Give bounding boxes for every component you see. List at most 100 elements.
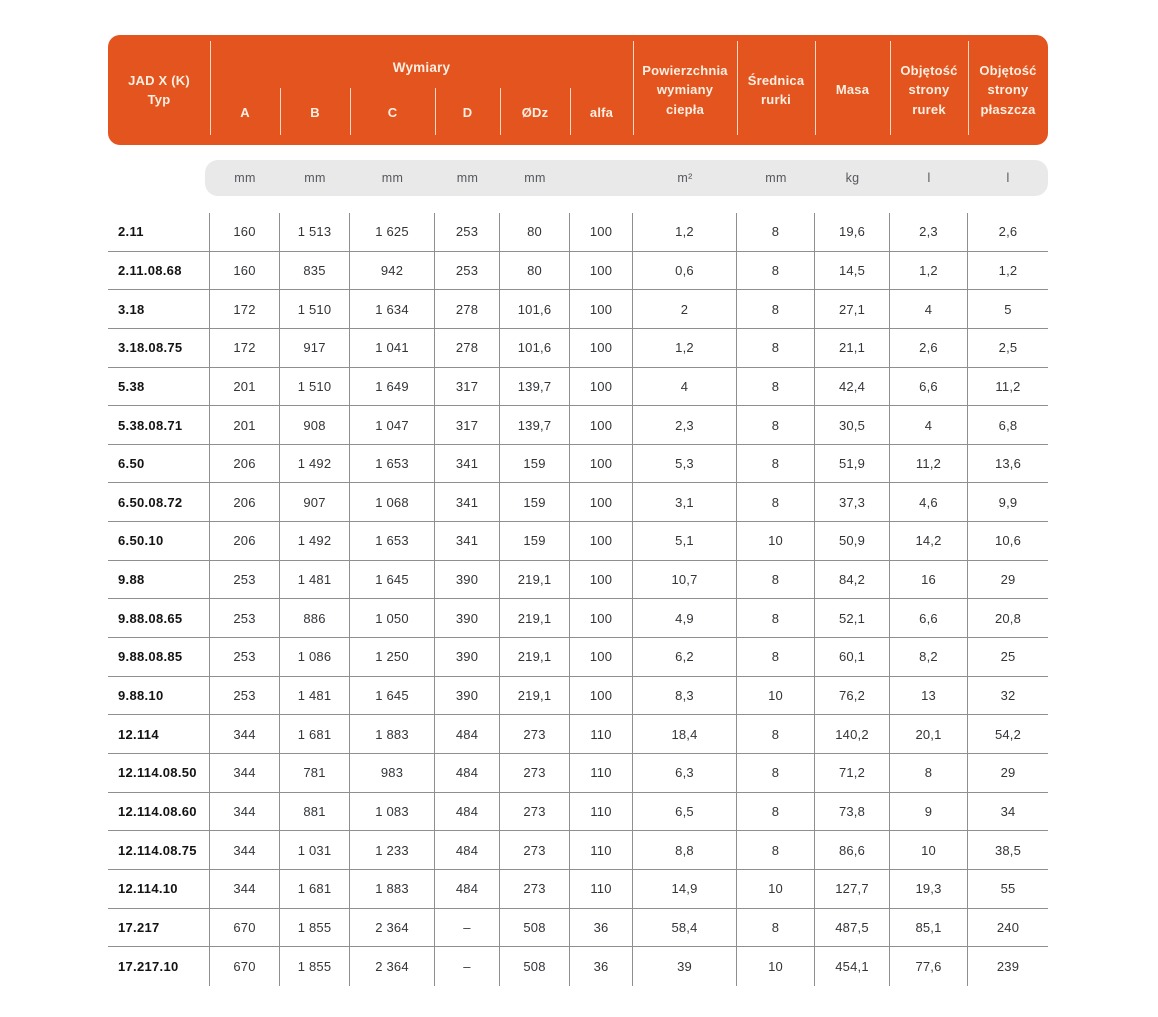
value-cell: 13,6 — [994, 456, 1022, 472]
value-cell: 1 634 — [350, 290, 435, 328]
row-type-label: 3.18 — [108, 290, 210, 328]
table-row: 6.50 206 1 492 1 653 341 159 100 5,3 8 51,9 11,2 13… — [108, 444, 1048, 484]
value-cell: 239 — [996, 958, 1020, 974]
value-cell: 10 — [890, 831, 968, 869]
value-cell: 1 510 — [280, 290, 350, 328]
value-cell: 1 041 — [350, 328, 435, 367]
value-cell: – — [435, 908, 500, 947]
value-cell: 10,6 — [994, 533, 1022, 549]
value-cell: 1 645 — [350, 676, 435, 715]
row-type-label: 12.114.08.75 — [108, 831, 210, 869]
unit-label: mm — [524, 171, 546, 185]
value-cell: 76,2 — [815, 676, 890, 715]
value-cell: 2,6 — [890, 328, 968, 367]
value-cell: 5,1 — [633, 522, 737, 560]
value-cell: 484 — [435, 792, 500, 831]
header-col-masa: Masa — [835, 82, 870, 98]
value-cell: 3,1 — [633, 483, 737, 522]
header-col-srednica: Średnica rurki — [747, 72, 805, 108]
header-divider — [350, 88, 351, 135]
value-cell: 886 — [280, 599, 350, 638]
row-type-label: 17.217 — [108, 908, 210, 947]
header-col-powierzchnia: Powierzchnia wymiany ciepła — [642, 62, 728, 117]
value-cell: 32 — [1000, 688, 1016, 703]
value-cell: 160 — [210, 251, 280, 290]
value-cell: 86,6 — [815, 831, 890, 869]
value-cell: 19,3 — [890, 869, 968, 908]
table-row: 12.114 344 1 681 1 883 484 273 110 18,4 8 140,2 20… — [108, 715, 1048, 754]
header-col-odz: ØDz — [521, 105, 549, 121]
value-cell: 390 — [435, 638, 500, 676]
unit-label: mm — [304, 171, 326, 185]
value-cell: 80 — [500, 213, 570, 251]
value-cell: 219,1 — [500, 638, 570, 676]
value-cell: 50,9 — [815, 522, 890, 560]
value-cell: 273 — [500, 792, 570, 831]
value-cell: 278 — [435, 328, 500, 367]
header-divider — [280, 88, 281, 135]
value-cell: 159 — [500, 483, 570, 522]
value-cell: 14,2 — [890, 522, 968, 560]
value-cell: 0,6 — [633, 251, 737, 290]
value-cell: 1 625 — [350, 213, 435, 251]
value-cell: 8,3 — [633, 676, 737, 715]
table-row: 2.11.08.68 160 835 942 253 80 100 0,6 8 14,5 1,2 1,… — [108, 251, 1048, 291]
value-cell: 100 — [570, 638, 633, 676]
table-row: 5.38.08.71 201 908 1 047 317 139,7 100 2,3 8 30,5… — [108, 406, 1048, 445]
unit-label: mm — [381, 171, 404, 185]
value-cell: 1 047 — [350, 406, 435, 444]
table-row: 9.88.10 253 1 481 1 645 390 219,1 100 8,3 10 76,2… — [108, 676, 1048, 716]
value-cell: 454,1 — [815, 947, 890, 986]
value-cell: 341 — [435, 444, 500, 483]
value-cell: 30,5 — [815, 406, 890, 444]
value-cell: 77,6 — [890, 947, 968, 986]
value-cell: 1 681 — [280, 715, 350, 753]
row-type-label: 12.114.10 — [108, 869, 210, 908]
header-divider — [210, 41, 211, 135]
value-cell: 73,8 — [815, 792, 890, 831]
value-cell: 508 — [500, 947, 570, 986]
value-cell: 6,6 — [890, 599, 968, 638]
row-type-label: 12.114.08.60 — [108, 792, 210, 831]
value-cell: 110 — [570, 715, 633, 753]
value-cell: 5,3 — [633, 444, 737, 483]
table-row: 17.217 670 1 855 2 364–508 36 58,4 8 487,5 85,1 2… — [108, 908, 1048, 948]
table-row: 2.11 160 1 513 1 625 253 80 100 1,2 8 19,6 2,3 2,6 — [108, 213, 1048, 252]
value-cell: 8 — [737, 792, 815, 831]
value-cell: 253 — [435, 251, 500, 290]
table-header: JAD X (K) Typ Wymiary A B C D ØDz alfa P… — [108, 35, 1048, 145]
value-cell: 38,5 — [994, 842, 1022, 858]
value-cell: 908 — [280, 406, 350, 444]
unit-label: m² — [677, 171, 693, 185]
value-cell: 2,6 — [998, 224, 1018, 240]
value-cell: 8 — [737, 367, 815, 406]
table-body: 2.11 160 1 513 1 625 253 80 100 1,2 8 19,6 2,3 2,6 2… — [108, 213, 1048, 986]
value-cell: 100 — [570, 560, 633, 599]
value-cell: 110 — [570, 831, 633, 869]
value-cell: 390 — [435, 676, 500, 715]
value-cell: 1 050 — [350, 599, 435, 638]
value-cell: 100 — [570, 213, 633, 251]
unit-label: l — [927, 171, 931, 185]
value-cell: 341 — [435, 522, 500, 560]
value-cell: 484 — [435, 715, 500, 753]
value-cell: 110 — [570, 792, 633, 831]
value-cell: 240 — [996, 919, 1020, 935]
value-cell: 1 883 — [350, 869, 435, 908]
value-cell: 6,6 — [890, 367, 968, 406]
table-row: 9.88.08.85 253 1 086 1 250 390 219,1 100 6,2 8 60… — [108, 638, 1048, 677]
header-col-b: B — [310, 105, 320, 121]
value-cell: 1 492 — [280, 444, 350, 483]
value-cell: 2,5 — [998, 340, 1018, 356]
value-cell: 58,4 — [633, 908, 737, 947]
value-cell: 1 233 — [350, 831, 435, 869]
value-cell: 8 — [737, 753, 815, 792]
row-type-label: 9.88 — [108, 560, 210, 599]
value-cell: 9 — [890, 792, 968, 831]
value-cell: 1 513 — [280, 213, 350, 251]
value-cell: 20,1 — [890, 715, 968, 753]
value-cell: 14,5 — [815, 251, 890, 290]
value-cell: 6,2 — [633, 638, 737, 676]
value-cell: 19,6 — [815, 213, 890, 251]
value-cell: 219,1 — [500, 676, 570, 715]
